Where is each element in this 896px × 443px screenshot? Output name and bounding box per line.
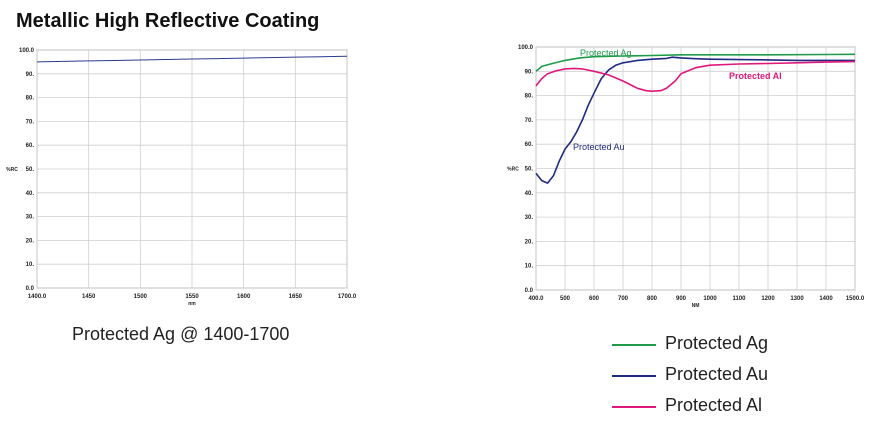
y-tick-label: 20. bbox=[26, 238, 35, 244]
y-tick-label: 100.0 bbox=[518, 45, 534, 51]
legend-label: Protected Al bbox=[665, 395, 763, 415]
x-tick-label: 1400 bbox=[819, 296, 833, 302]
y-tick-label: 0.0 bbox=[26, 286, 35, 292]
y-axis-title: %RC bbox=[6, 167, 18, 173]
x-axis-title: NM bbox=[692, 303, 700, 309]
x-tick-label: 1500.0 bbox=[846, 296, 865, 302]
legend-item-protected-ag: Protected Ag bbox=[612, 333, 882, 357]
x-tick-label: 1100 bbox=[732, 296, 746, 302]
y-tick-label: 100.0 bbox=[19, 48, 35, 54]
y-tick-label: 10. bbox=[26, 262, 35, 268]
y-tick-label: 40. bbox=[525, 191, 534, 197]
series-line-protected-au bbox=[535, 56, 855, 184]
y-tick-label: 70. bbox=[26, 119, 35, 125]
annotation-protected-au: Protected Au bbox=[573, 142, 625, 152]
series-line-protected-ag bbox=[535, 53, 856, 72]
series-line-ag_ir bbox=[36, 55, 348, 63]
y-tick-label: 50. bbox=[525, 167, 534, 173]
x-tick-label: 1600 bbox=[237, 294, 251, 300]
x-tick-label: 1500 bbox=[134, 294, 148, 300]
y-tick-label: 10. bbox=[525, 264, 534, 270]
annotation-protected-ag: Protected Ag bbox=[580, 48, 632, 58]
x-tick-label: 1200 bbox=[761, 296, 775, 302]
x-tick-label: 1450 bbox=[82, 294, 96, 300]
y-tick-label: 60. bbox=[26, 143, 35, 149]
y-tick-label: 80. bbox=[26, 96, 35, 102]
x-tick-label: 700 bbox=[618, 296, 629, 302]
y-tick-label: 40. bbox=[26, 191, 35, 197]
page-title: Metallic High Reflective Coating bbox=[16, 10, 320, 32]
x-tick-label: 800 bbox=[647, 296, 658, 302]
y-tick-label: 50. bbox=[26, 167, 35, 173]
series-line-protected-al bbox=[535, 60, 856, 92]
x-tick-label: 1000 bbox=[703, 296, 717, 302]
y-tick-label: 80. bbox=[525, 94, 534, 100]
y-tick-label: 90. bbox=[525, 69, 534, 75]
legend-swatch bbox=[612, 375, 656, 377]
legend-label: Protected Ag bbox=[665, 333, 769, 353]
legend-item-protected-au: Protected Au bbox=[612, 364, 882, 388]
x-tick-label: 1650 bbox=[289, 294, 303, 300]
x-tick-label: 600 bbox=[589, 296, 600, 302]
y-tick-label: 60. bbox=[525, 142, 534, 148]
legend-item-protected-al: Protected Al bbox=[612, 395, 882, 419]
x-tick-label: 1550 bbox=[185, 294, 199, 300]
chart-caption: Protected Ag @ 1400-1700 bbox=[72, 324, 290, 344]
legend-swatch bbox=[612, 406, 656, 408]
x-tick-label: 1700.0 bbox=[338, 294, 357, 300]
legend-swatch bbox=[612, 344, 656, 346]
y-tick-label: 30. bbox=[525, 215, 534, 221]
x-tick-label: 1400.0 bbox=[28, 294, 47, 300]
y-axis-title: %RC bbox=[507, 167, 519, 173]
legend-label: Protected Au bbox=[665, 364, 769, 384]
y-tick-label: 70. bbox=[525, 118, 534, 124]
x-tick-label: 1300 bbox=[790, 296, 804, 302]
x-axis-title: nm bbox=[188, 301, 196, 307]
y-tick-label: 0.0 bbox=[525, 288, 534, 294]
y-tick-label: 90. bbox=[26, 72, 35, 78]
x-tick-label: 900 bbox=[676, 296, 687, 302]
y-tick-label: 30. bbox=[26, 215, 35, 221]
annotation-protected-al: Protected Al bbox=[729, 71, 782, 81]
x-tick-label: 400.0 bbox=[528, 296, 544, 302]
x-tick-label: 500 bbox=[560, 296, 571, 302]
y-tick-label: 20. bbox=[525, 239, 534, 245]
